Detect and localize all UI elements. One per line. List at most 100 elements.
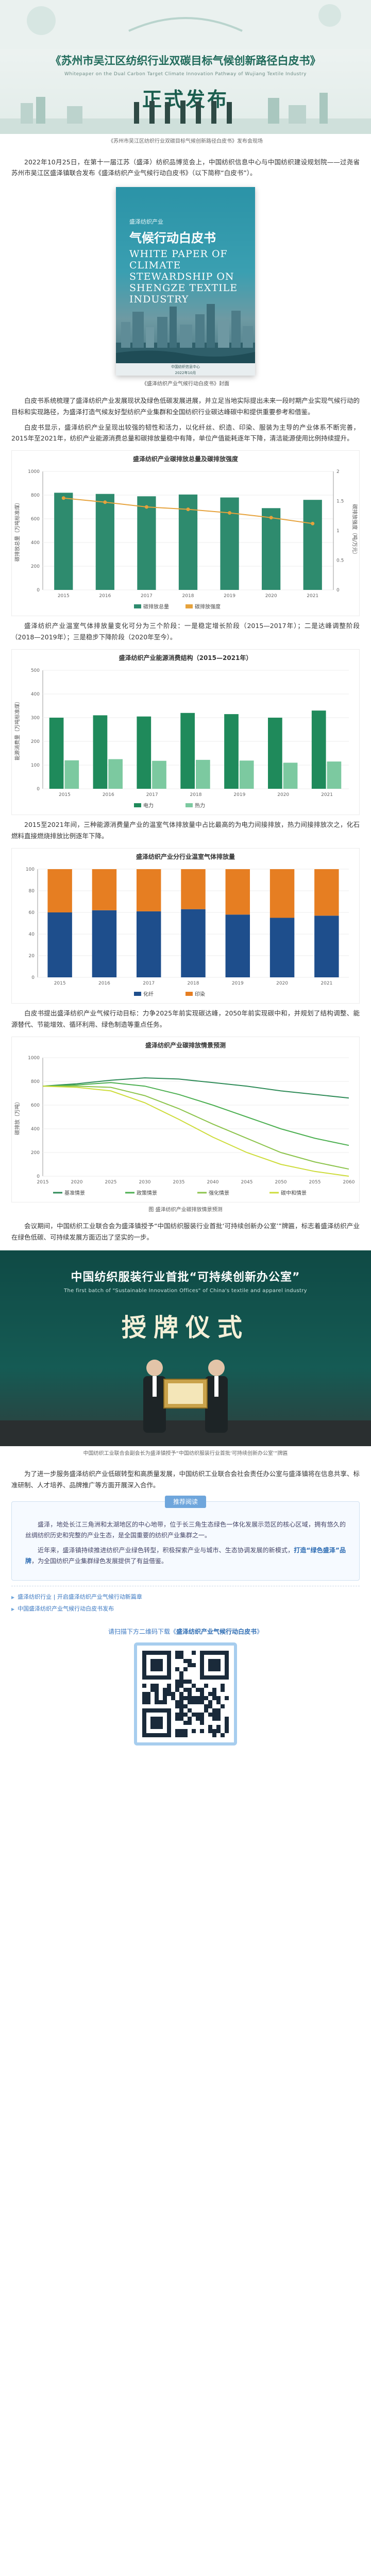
y-tick-label: 800 xyxy=(31,493,40,498)
bar-segment xyxy=(92,869,117,910)
x-tick-label: 2021 xyxy=(321,792,333,798)
qr-module xyxy=(179,1733,183,1737)
y-tick-label: 300 xyxy=(31,716,40,721)
bar xyxy=(224,714,239,789)
related-link-2[interactable]: 中国盛泽纺织产业气候行动白皮书发布 xyxy=(11,1603,360,1615)
paragraph-3: 白皮书显示，盛泽纺织产业呈现出较强的韧性和活力，以化纤丝、织造、印染、服装为主导… xyxy=(11,423,360,443)
qr-module xyxy=(221,1733,225,1737)
line-point xyxy=(228,511,232,515)
chart-energy-svg: 盛泽纺织产业能源消费结构（2015—2021年） 0 100 200 300 400 500… xyxy=(14,654,349,809)
qr-module xyxy=(183,1721,188,1725)
qr-module xyxy=(179,1675,183,1680)
legend-label: 政策情景 xyxy=(137,1190,157,1196)
qr-module xyxy=(142,1696,146,1700)
y-right-tick-label: 0.5 xyxy=(336,558,344,564)
qr-module xyxy=(179,1655,183,1659)
banner-caption: 《苏州市吴江区纺织行业双碳目标气候创新路径白皮书》发布会现场 xyxy=(108,139,263,144)
y-tick-label: 500 xyxy=(31,668,40,673)
y-axis-label: 碳排放（万吨） xyxy=(14,1099,21,1135)
cover-city-illustration xyxy=(116,304,255,364)
line-point xyxy=(103,500,107,504)
qr-module xyxy=(146,1700,150,1704)
x-tick-label: 2020 xyxy=(265,594,277,599)
qr-module xyxy=(155,1688,159,1692)
qr-module xyxy=(212,1713,216,1717)
qr-module xyxy=(225,1721,229,1725)
qr-module xyxy=(208,1700,212,1704)
bar xyxy=(64,760,79,789)
qr-module xyxy=(188,1659,192,1663)
y-tick-label: 200 xyxy=(31,1150,40,1156)
qr-module xyxy=(175,1713,179,1717)
qr-module xyxy=(188,1663,192,1667)
y-tick-label: 400 xyxy=(31,540,40,546)
bar-segment xyxy=(314,916,339,977)
x-tick-label: 2018 xyxy=(182,594,194,599)
qr-module xyxy=(167,1692,171,1696)
download-qr-code[interactable] xyxy=(134,1642,237,1745)
chart-title: 盛泽纺织产业碳排放总量及碳排放强度 xyxy=(133,455,239,463)
qr-module xyxy=(183,1704,188,1708)
paragraph-8: 为了进一步服务盛泽纺织产业低碳转型和高质量发展，中国纺织工业联合会社会责任办公室… xyxy=(11,1470,360,1489)
y-tick-label: 100 xyxy=(31,763,40,768)
banner-skyline xyxy=(0,93,371,134)
qr-module xyxy=(175,1700,179,1704)
qr-module xyxy=(196,1688,200,1692)
qr-module xyxy=(216,1700,221,1704)
qr-module xyxy=(188,1700,192,1704)
qr-module xyxy=(188,1717,192,1721)
qr-module xyxy=(179,1684,183,1688)
qr-module xyxy=(196,1700,200,1704)
legend-label: 强化情景 xyxy=(209,1190,229,1196)
bar xyxy=(196,759,210,789)
legend-label: 碳排放强度 xyxy=(195,603,221,610)
qr-module xyxy=(175,1651,179,1655)
bar-segment xyxy=(92,910,117,977)
qr-module xyxy=(183,1713,188,1717)
qr-module xyxy=(179,1671,183,1675)
bar xyxy=(108,759,123,789)
series-line xyxy=(43,1085,349,1170)
y-right-tick-label: 0 xyxy=(336,588,340,593)
qr-module xyxy=(175,1684,179,1688)
qr-module xyxy=(188,1692,192,1696)
bar xyxy=(95,494,114,590)
chart-scenarios-svg: 盛泽纺织产业碳排放情景预测 0 200 400 600 800 1000 碳排放（万吨） 201… xyxy=(14,1041,355,1196)
chart-title: 盛泽纺织产业能源消费结构（2015—2021年） xyxy=(119,654,252,662)
bar xyxy=(303,500,322,590)
ceremony-heading-main: 授牌仪式 xyxy=(121,1313,249,1342)
cover-footer: 中国纺织信息中心 2022年10月 xyxy=(116,363,255,376)
article-page: 《苏州市吴江区纺织行业双碳目标气候创新路径白皮书》 Whitepaper on … xyxy=(0,0,371,1766)
bar xyxy=(180,713,195,789)
ceremony-caption: 中国纺织工业联合会副会长为盛泽镇授予“中国纺织服装行业首批‘可持续创新办公室’”… xyxy=(83,1450,288,1456)
qr-module xyxy=(150,1684,155,1688)
qr-module xyxy=(216,1729,221,1733)
y-tick-label: 1000 xyxy=(28,1056,40,1061)
qr-module xyxy=(196,1717,200,1721)
series-line xyxy=(42,1081,349,1146)
qr-module xyxy=(196,1713,200,1717)
series-line xyxy=(42,1077,349,1098)
qr-module xyxy=(188,1688,192,1692)
qr-module xyxy=(183,1667,188,1671)
bar xyxy=(239,760,254,789)
qr-module xyxy=(196,1696,200,1700)
qr-module xyxy=(204,1708,208,1713)
qr-module xyxy=(204,1704,208,1708)
legend-label: 碳排放总量 xyxy=(143,603,169,610)
banner-title-line1: 《苏州市吴江区纺织行业双碳目标气候创新路径白皮书》 Whitepaper on … xyxy=(50,54,321,77)
related-link-1[interactable]: 盛泽纺织行业 | 开启盛泽纺织产业气候行动新篇章 xyxy=(11,1591,360,1603)
bar-segment xyxy=(269,918,295,977)
chart-emissions-svg: 盛泽纺织产业碳排放总量及碳排放强度 0 200 400 600 800 1000 碳排放总量（… xyxy=(14,455,358,610)
cover-title: 气候行动白皮书 xyxy=(129,231,216,246)
qr-module xyxy=(221,1704,225,1708)
x-tick-label: 2015 xyxy=(58,594,70,599)
y-tick-label: 200 xyxy=(31,564,40,569)
banner-decoration xyxy=(0,0,371,49)
qr-module xyxy=(225,1696,229,1700)
qr-module xyxy=(192,1729,196,1733)
legend-label: 电力 xyxy=(143,802,154,809)
bar xyxy=(137,496,156,590)
qr-module xyxy=(192,1700,196,1704)
qr-module xyxy=(225,1717,229,1721)
